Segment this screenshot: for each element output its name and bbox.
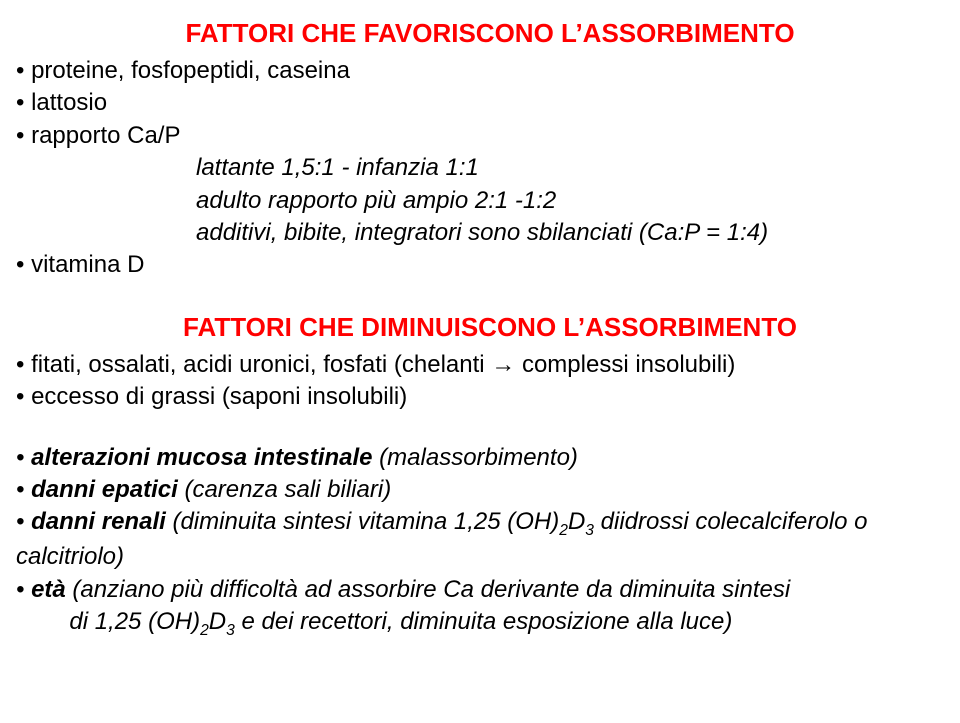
s3-b4-bold: età — [31, 576, 66, 603]
s3-b3-sub1: 2 — [559, 522, 568, 539]
slide: FATTORI CHE FAVORISCONO L’ASSORBIMENTO •… — [0, 0, 960, 723]
s3-b3-bold: danni renali — [31, 508, 166, 535]
s2-b1-post: complessi insolubili) — [515, 351, 735, 378]
section1-title: FATTORI CHE FAVORISCONO L’ASSORBIMENTO — [50, 18, 930, 49]
s3-b3-sub2: 3 — [585, 522, 594, 539]
s3-b1-bold: alterazioni mucosa intestinale — [31, 444, 372, 471]
s2-b1: • fitati, ossalati, acidi uronici, fosfa… — [16, 349, 930, 381]
s3-b4-l2a: di 1,25 (OH) — [16, 608, 200, 635]
s3-b4-sub2: 3 — [226, 622, 235, 639]
s1-b2: • lattosio — [16, 87, 930, 119]
s2-b1-pre: • fitati, ossalati, acidi uronici, fosfa… — [16, 351, 491, 378]
s2-b2: • eccesso di grassi (saponi insolubili) — [16, 381, 930, 413]
s3-b3-mid: D — [568, 508, 585, 535]
s3-b2-bold: danni epatici — [31, 476, 178, 503]
s3-b1-dot: • — [16, 444, 31, 471]
s1-b1: • proteine, fosfopeptidi, caseina — [16, 55, 930, 87]
s1-b4: • vitamina D — [16, 249, 930, 281]
section1-block: • proteine, fosfopeptidi, caseina • latt… — [16, 55, 930, 282]
s3-b4-sub1: 2 — [200, 622, 209, 639]
s3-b4: • età (anziano più difficoltà ad assorbi… — [16, 574, 930, 606]
section2-block: • fitati, ossalati, acidi uronici, fosfa… — [16, 349, 930, 414]
s1-b3c: additivi, bibite, integratori sono sbila… — [16, 217, 930, 249]
section2-title: FATTORI CHE DIMINUISCONO L’ASSORBIMENTO — [50, 312, 930, 343]
arrow-icon: → — [491, 351, 515, 378]
s3-b2-post: (carenza sali biliari) — [178, 476, 391, 503]
s3-b2-dot: • — [16, 476, 31, 503]
s3-b4-posta: (anziano più difficoltà ad assorbire Ca … — [66, 576, 790, 603]
s3-b4-dot: • — [16, 576, 31, 603]
s3-b2: • danni epatici (carenza sali biliari) — [16, 474, 930, 506]
s1-b3b: adulto rapporto più ampio 2:1 -1:2 — [16, 185, 930, 217]
s1-b3a: lattante 1,5:1 - infanzia 1:1 — [16, 152, 930, 184]
s3-b4-line2: di 1,25 (OH)2D3 e dei recettori, diminui… — [16, 606, 930, 641]
s3-b1-post: (malassorbimento) — [373, 444, 578, 471]
s3-b3-dot: • — [16, 508, 31, 535]
s3-b3: • danni renali (diminuita sintesi vitami… — [16, 506, 930, 573]
s3-b4-mid: D — [209, 608, 226, 635]
section3-block: • alterazioni mucosa intestinale (malass… — [16, 442, 930, 641]
s3-b3-posta: (diminuita sintesi vitamina 1,25 (OH) — [166, 508, 559, 535]
s1-b3: • rapporto Ca/P — [16, 120, 930, 152]
s3-b1: • alterazioni mucosa intestinale (malass… — [16, 442, 930, 474]
s3-b4-l2b: e dei recettori, diminuita esposizione a… — [235, 608, 733, 635]
